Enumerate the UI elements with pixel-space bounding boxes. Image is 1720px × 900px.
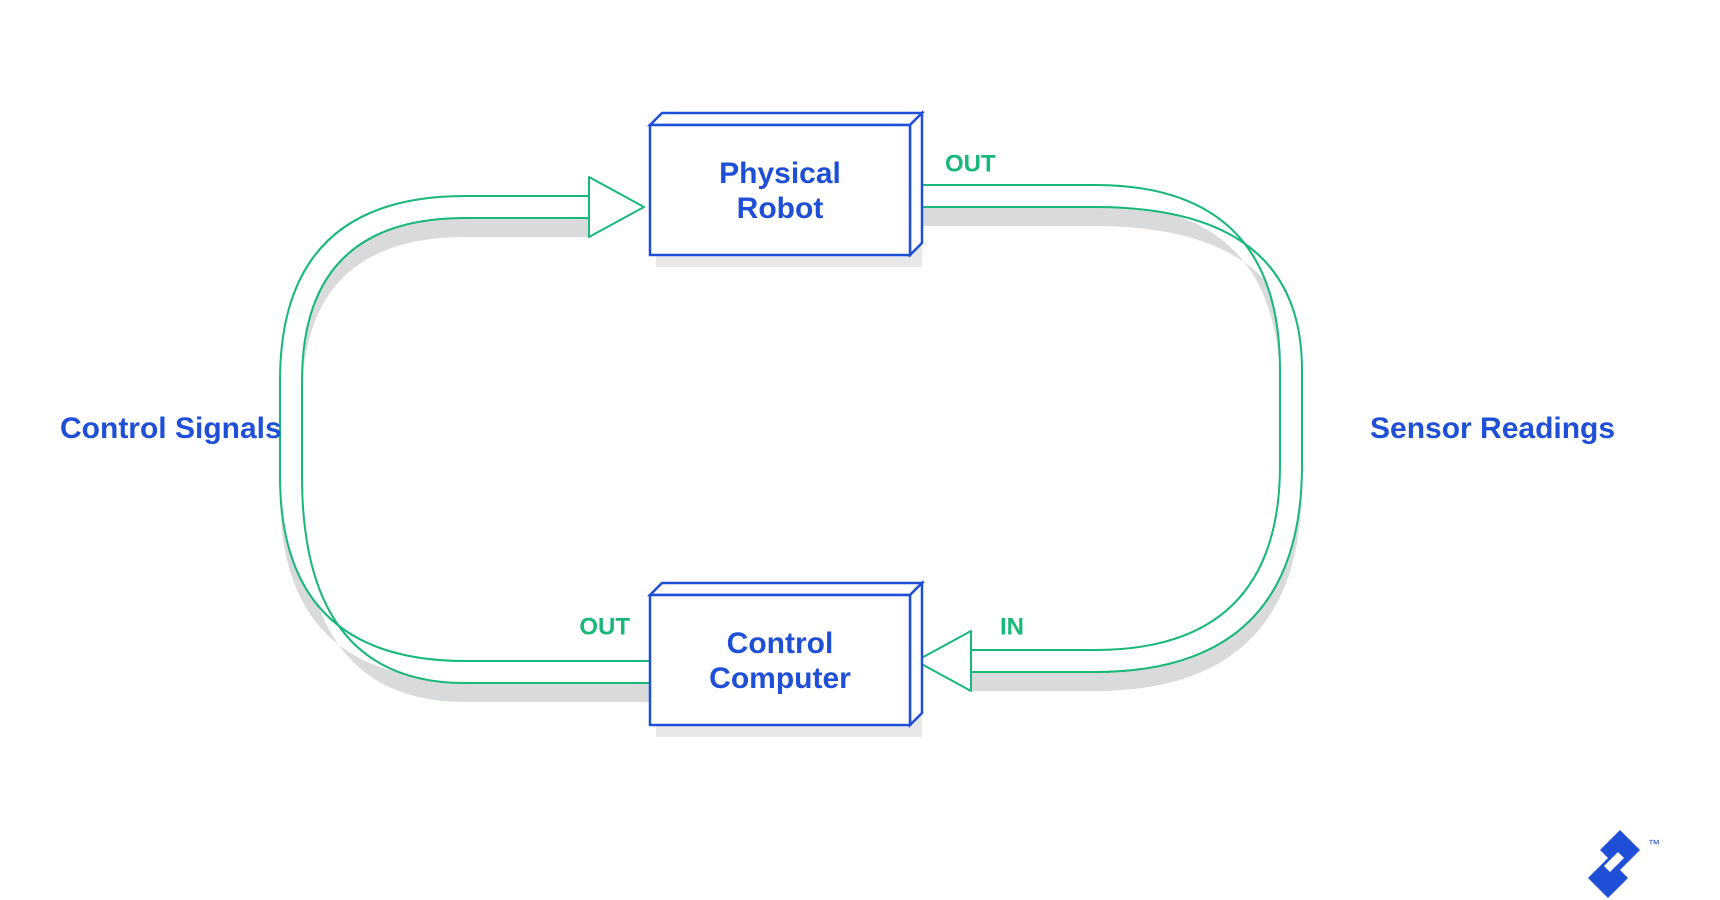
port-label-computer-in: IN [1000, 613, 1024, 640]
label-sensor-readings: Sensor Readings [1370, 412, 1615, 445]
arrow-band [910, 185, 1302, 672]
label-control-signals: Control Signals [60, 412, 282, 445]
toptal-logo-icon: ™ [1588, 830, 1660, 898]
node-control-computer: Control Computer [650, 583, 922, 737]
node-3d-top [650, 583, 922, 595]
node-label-line2: Robot [737, 192, 824, 225]
port-label-computer-out: OUT [579, 613, 630, 640]
diagram-canvas: Physical Robot Control Computer Control … [0, 0, 1720, 900]
arrow-head [589, 177, 644, 237]
arrow-head [916, 631, 971, 691]
node-face [650, 125, 910, 255]
node-physical-robot: Physical Robot [650, 113, 922, 267]
node-label-line1: Physical [719, 157, 841, 190]
node-3d-top [650, 113, 922, 125]
node-label-line2: Computer [709, 662, 851, 695]
node-face [650, 595, 910, 725]
trademark-symbol: ™ [1648, 837, 1660, 851]
node-3d-right [910, 583, 922, 725]
node-label-line1: Control [727, 627, 834, 660]
node-3d-right [910, 113, 922, 255]
port-label-robot-out: OUT [945, 150, 996, 177]
arrow-sensor-readings [910, 185, 1302, 691]
